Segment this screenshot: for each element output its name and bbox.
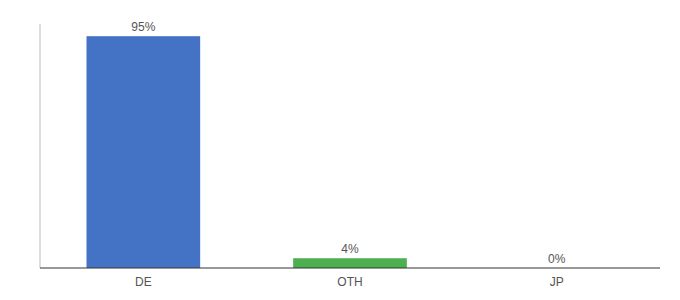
x-tick-label: DE — [135, 275, 152, 289]
chart-svg: DE OTH JP 95% 4% 0% — [0, 0, 680, 300]
bars — [87, 36, 407, 268]
bar — [293, 258, 407, 268]
y-axis-line — [40, 24, 41, 268]
x-axis-line — [40, 267, 660, 268]
x-tick-label: JP — [550, 275, 564, 289]
data-label: 95% — [131, 20, 155, 34]
x-tick-label: OTH — [337, 275, 362, 289]
x-tick-labels: DE OTH JP — [135, 275, 564, 289]
chart-container: DE OTH JP 95% 4% 0% — [0, 0, 680, 300]
data-label: 0% — [548, 252, 566, 266]
data-labels: 95% 4% 0% — [131, 20, 565, 266]
data-label: 4% — [341, 242, 359, 256]
bar — [87, 36, 201, 268]
